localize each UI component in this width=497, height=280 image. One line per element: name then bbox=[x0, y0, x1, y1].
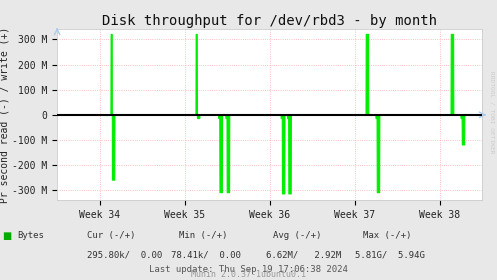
Text: Max (-/+): Max (-/+) bbox=[363, 231, 411, 240]
Text: 6.62M/   2.92M: 6.62M/ 2.92M bbox=[266, 251, 341, 260]
Title: Disk throughput for /dev/rbd3 - by month: Disk throughput for /dev/rbd3 - by month bbox=[102, 14, 437, 28]
Text: Bytes: Bytes bbox=[17, 231, 44, 240]
Text: Cur (-/+): Cur (-/+) bbox=[87, 231, 135, 240]
Text: Last update: Thu Sep 19 17:06:38 2024: Last update: Thu Sep 19 17:06:38 2024 bbox=[149, 265, 348, 274]
Text: Avg (-/+): Avg (-/+) bbox=[273, 231, 322, 240]
Text: 295.80k/  0.00: 295.80k/ 0.00 bbox=[87, 251, 162, 260]
Text: 5.81G/  5.94G: 5.81G/ 5.94G bbox=[355, 251, 425, 260]
Text: ■: ■ bbox=[2, 231, 12, 241]
Text: RRDTOOL / TOBI OETIKER: RRDTOOL / TOBI OETIKER bbox=[490, 71, 495, 153]
Y-axis label: Pr second read (-) / write (+): Pr second read (-) / write (+) bbox=[0, 27, 9, 203]
Text: Munin 2.0.37-1ubuntu0.1: Munin 2.0.37-1ubuntu0.1 bbox=[191, 270, 306, 279]
Text: 78.41k/  0.00: 78.41k/ 0.00 bbox=[171, 251, 242, 260]
Text: Min (-/+): Min (-/+) bbox=[179, 231, 227, 240]
